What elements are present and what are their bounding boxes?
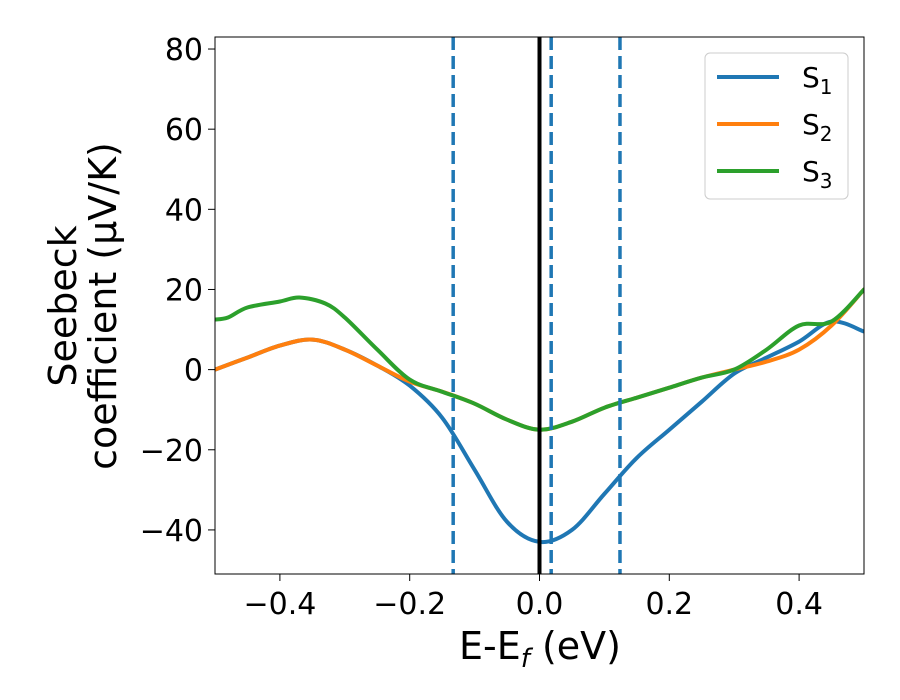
y-axis-title-line2: coefficient (μV/K)	[81, 142, 125, 470]
x-axis-title-unit: (eV)	[530, 624, 621, 668]
y-tick-label: 20	[165, 273, 203, 308]
y-axis-title: Seebeck coefficient (μV/K)	[41, 142, 125, 470]
x-axis-ticks: −0.4 −0.2 0.0 0.2 0.4	[243, 574, 823, 622]
series-line-3	[215, 287, 864, 432]
x-tick-label: −0.4	[243, 587, 316, 622]
legend-entries: S1 S2 S3	[717, 61, 833, 193]
x-tick-label: −0.2	[373, 587, 446, 622]
legend-label-3: S3	[802, 155, 833, 193]
reference-lines	[451, 37, 622, 574]
y-tick-label: 40	[165, 193, 203, 228]
y-tick-label: 0	[184, 354, 203, 389]
y-axis-ticks: −40 −20 0 20 40 60 80	[140, 33, 215, 549]
y-axis-title-line1: Seebeck	[41, 225, 85, 386]
x-axis-title: E-Ef (eV)	[459, 624, 621, 674]
y-tick-label: −20	[140, 434, 203, 469]
legend-label-2: S2	[802, 108, 833, 146]
y-tick-label: 60	[165, 113, 203, 148]
x-tick-label: 0.4	[775, 587, 823, 622]
y-tick-label: −40	[140, 514, 203, 549]
x-axis-title-main: E-E	[459, 624, 521, 668]
legend-label-1: S1	[802, 61, 833, 99]
x-tick-label: 0.0	[516, 587, 564, 622]
y-tick-label: 80	[165, 33, 203, 68]
x-tick-label: 0.2	[645, 587, 693, 622]
legend: S1 S2 S3	[704, 52, 849, 200]
